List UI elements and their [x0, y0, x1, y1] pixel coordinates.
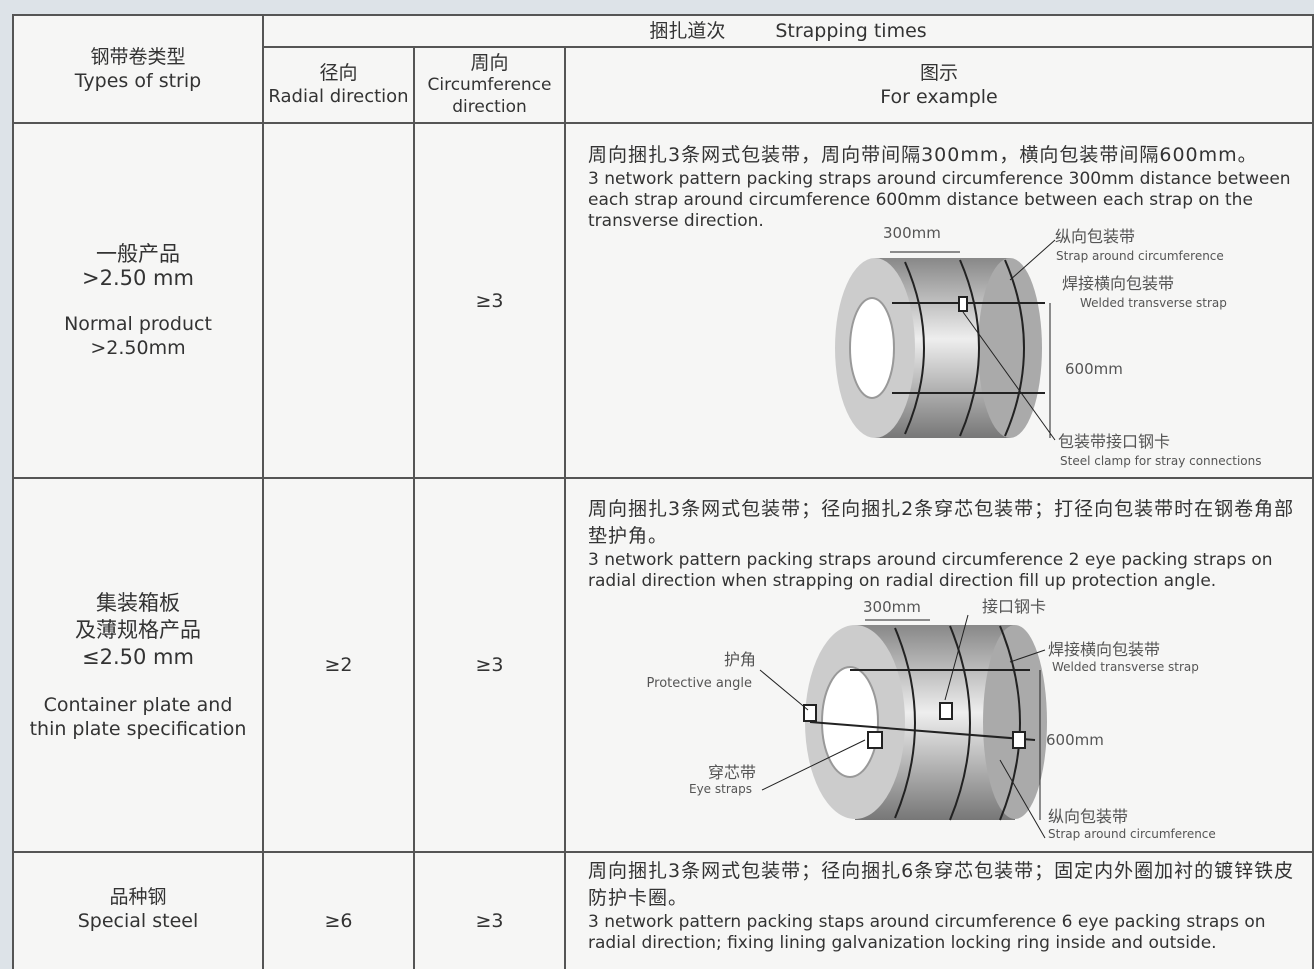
header-cell: 图示 For example	[566, 48, 1314, 124]
type-text: 集装箱板	[96, 590, 180, 615]
header-text: 图示	[919, 62, 958, 84]
description: 周向捆扎3条网式包装带；径向捆扎6条穿芯包装带；固定内外圈加衬的镀锌铁皮防护卡圈…	[588, 858, 1310, 954]
circ-value: ≥3	[475, 910, 504, 932]
coil-diagram	[835, 239, 1056, 441]
desc-zh: 周向捆扎3条网式包装带；径向捆扎6条穿芯包装带；固定内外圈加衬的镀锌铁皮防护卡圈…	[588, 860, 1295, 909]
diagram-label: 600mm	[1046, 731, 1104, 749]
desc-en: 3 network pattern packing staps around c…	[588, 912, 1266, 953]
diagram-label: Welded transverse strap	[1080, 296, 1227, 310]
type-text: 及薄规格产品	[75, 617, 201, 642]
diagram-label: 护角	[724, 650, 756, 669]
header-cell: 捆扎道次 Strapping times	[264, 14, 1314, 48]
type-cell: 品种钢 Special steel	[12, 853, 264, 969]
diagram-label: Eye straps	[689, 782, 752, 796]
type-text: Container plate and	[43, 693, 233, 716]
diagram-label: 300mm	[863, 598, 921, 616]
example-cell	[566, 853, 1314, 969]
diagram-label: 纵向包装带	[1055, 227, 1135, 246]
diagram-label: 300mm	[883, 224, 941, 242]
type-text: Special steel	[77, 910, 199, 932]
diagram-label: 接口钢卡	[982, 597, 1046, 616]
header-text: For example	[880, 86, 998, 108]
description: 周向捆扎3条网式包装带；径向捆扎2条穿芯包装带；打径向包装带时在钢卷角部垫护角。…	[588, 496, 1310, 592]
radial-cell: ≥2	[264, 479, 415, 853]
diagram-label: Strap around circumference	[1056, 249, 1224, 263]
header-text: 周向	[470, 52, 509, 74]
radial-cell	[264, 124, 415, 479]
circ-cell: ≥3	[415, 124, 566, 479]
desc-en: 3 network pattern packing straps around …	[588, 169, 1291, 231]
diagram-label: 焊接横向包装带	[1048, 640, 1160, 659]
type-text: Normal product	[64, 312, 212, 335]
coil-diagram	[759, 614, 1047, 839]
desc-zh: 周向捆扎3条网式包装带，周向带间隔300mm，横向包装带间隔600mm。	[588, 144, 1258, 166]
diagram-label: 600mm	[1065, 360, 1123, 378]
type-text: >2.50 mm	[82, 265, 194, 290]
type-text: thin plate specification	[29, 717, 247, 740]
type-cell: 一般产品 >2.50 mm Normal product >2.50mm	[12, 124, 264, 479]
header-cell: 钢带卷类型 Types of strip	[12, 14, 264, 124]
radial-value: ≥2	[324, 654, 353, 676]
type-text: >2.50mm	[90, 336, 186, 359]
circ-value: ≥3	[475, 289, 504, 312]
description: 周向捆扎3条网式包装带，周向带间隔300mm，横向包装带间隔600mm。 3 n…	[588, 142, 1314, 232]
diagram-label: 包装带接口钢卡	[1058, 432, 1170, 451]
header-text: 捆扎道次	[649, 20, 726, 42]
header-text: Types of strip	[74, 70, 202, 92]
header-text: Circumference direction	[427, 75, 552, 117]
diagram-label: 焊接横向包装带	[1062, 274, 1174, 293]
diagram-label: Welded transverse strap	[1052, 660, 1199, 674]
header-text: Strapping times	[775, 20, 927, 42]
type-text: ≤2.50 mm	[82, 644, 194, 669]
radial-cell: ≥6	[264, 853, 415, 969]
diagram-label: 纵向包装带	[1048, 807, 1128, 826]
radial-value: ≥6	[324, 910, 353, 932]
type-cell: 集装箱板 及薄规格产品 ≤2.50 mm Container plate and…	[12, 479, 264, 853]
circ-cell: ≥3	[415, 853, 566, 969]
diagram-label: 穿芯带	[708, 763, 756, 782]
header-text: 径向	[319, 62, 358, 84]
header-cell: 周向 Circumference direction	[415, 48, 566, 124]
header-text: Radial direction	[268, 86, 409, 107]
diagram-label: Steel clamp for stray connections	[1060, 454, 1262, 468]
header-cell: 径向 Radial direction	[264, 48, 415, 124]
circ-cell: ≥3	[415, 479, 566, 853]
type-text: 一般产品	[96, 241, 180, 266]
diagram-label: Protective angle	[647, 676, 752, 691]
circ-value: ≥3	[475, 654, 504, 676]
header-text: 钢带卷类型	[90, 46, 186, 68]
diagram-label: Strap around circumference	[1048, 827, 1216, 841]
desc-en: 3 network pattern packing straps around …	[588, 550, 1273, 591]
desc-zh: 周向捆扎3条网式包装带；径向捆扎2条穿芯包装带；打径向包装带时在钢卷角部垫护角。	[588, 498, 1295, 547]
type-text: 品种钢	[109, 886, 167, 908]
